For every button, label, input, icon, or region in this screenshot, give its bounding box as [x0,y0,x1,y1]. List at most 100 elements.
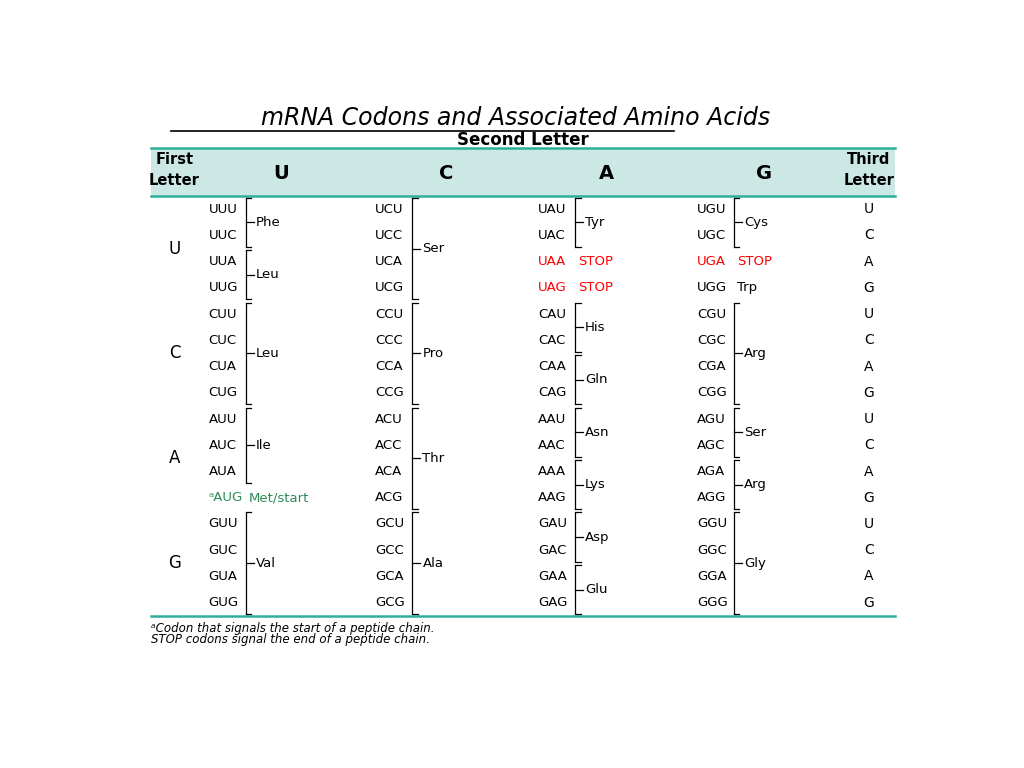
Text: A: A [864,255,873,269]
Text: CAU: CAU [538,308,566,320]
Text: STOP codons signal the end of a peptide chain.: STOP codons signal the end of a peptide … [152,633,430,646]
Text: G: G [863,281,874,295]
Text: UGA: UGA [697,255,726,268]
Text: AAC: AAC [538,439,565,452]
Text: C: C [864,439,873,452]
Text: CUU: CUU [209,308,238,320]
Text: U: U [273,164,289,183]
Text: ACA: ACA [375,465,402,478]
Text: Second Letter: Second Letter [458,131,589,149]
Text: UCU: UCU [375,203,403,216]
Text: CCU: CCU [375,308,403,320]
Text: GUC: GUC [209,544,238,557]
Text: ᵃCodon that signals the start of a peptide chain.: ᵃCodon that signals the start of a pepti… [152,621,435,634]
Text: CAA: CAA [538,360,566,373]
Text: AAA: AAA [538,465,566,478]
Text: UAG: UAG [538,281,566,294]
Text: UAA: UAA [538,255,566,268]
Text: CGA: CGA [697,360,725,373]
Text: Lys: Lys [586,478,606,491]
Text: Gly: Gly [744,557,766,570]
Text: U: U [864,412,873,426]
Text: CUC: CUC [209,334,237,347]
Text: AAG: AAG [538,492,566,505]
Text: UGC: UGC [697,229,726,242]
Text: CGU: CGU [697,308,726,320]
Text: Third: Third [847,152,891,167]
Text: GUG: GUG [209,596,239,609]
Text: A: A [864,465,873,478]
Text: CCC: CCC [375,334,403,347]
Text: A: A [169,449,180,468]
Text: AGC: AGC [697,439,725,452]
Text: Phe: Phe [256,216,281,229]
Text: UGU: UGU [697,203,726,216]
Text: UUU: UUU [209,203,238,216]
Text: Ser: Ser [744,425,766,439]
Text: AGA: AGA [697,465,725,478]
Text: CUG: CUG [209,386,238,399]
Text: AUU: AUU [209,412,237,425]
Text: STOP: STOP [579,281,613,294]
Text: A: A [599,164,614,183]
Text: ACU: ACU [375,412,403,425]
Text: CAC: CAC [538,334,565,347]
Text: UUA: UUA [209,255,237,268]
Text: GGG: GGG [697,596,728,609]
Text: C: C [864,543,873,558]
Text: GGU: GGU [697,518,727,531]
Text: AUA: AUA [209,465,237,478]
Text: UAU: UAU [538,203,566,216]
Text: Cys: Cys [744,216,768,229]
Text: GCC: GCC [375,544,404,557]
Text: G: G [863,491,874,505]
Text: STOP: STOP [579,255,613,268]
Text: UUC: UUC [209,229,238,242]
Text: AAU: AAU [538,412,566,425]
Text: Glu: Glu [586,583,608,596]
Text: CCG: CCG [375,386,404,399]
Text: Ala: Ala [423,557,443,570]
Text: GAU: GAU [538,518,567,531]
Text: GCA: GCA [375,570,403,583]
Text: UCC: UCC [375,229,403,242]
Text: G: G [168,554,181,572]
Text: GAC: GAC [538,544,566,557]
Text: Letter: Letter [150,174,200,188]
Text: GAG: GAG [538,596,567,609]
FancyBboxPatch shape [152,148,895,196]
Text: C: C [864,333,873,347]
Text: Arg: Arg [744,347,767,360]
Text: Tyr: Tyr [586,216,604,229]
Text: CGG: CGG [697,386,727,399]
Text: Val: Val [256,557,275,570]
Text: ACC: ACC [375,439,402,452]
Text: ᵃAUG: ᵃAUG [209,492,243,505]
Text: AGU: AGU [697,412,726,425]
Text: AGG: AGG [697,492,726,505]
Text: Asn: Asn [586,425,609,439]
Text: Ile: Ile [256,439,271,452]
Text: G: G [863,386,874,400]
Text: Leu: Leu [256,347,280,360]
Text: C: C [169,345,180,362]
Text: STOP: STOP [737,255,772,268]
Text: GUA: GUA [209,570,238,583]
Text: UUG: UUG [209,281,239,294]
Text: Trp: Trp [737,281,758,294]
Text: Arg: Arg [744,478,767,491]
Text: C: C [438,164,453,183]
Text: Asp: Asp [586,531,609,544]
Text: CUA: CUA [209,360,237,373]
Text: UGG: UGG [697,281,727,294]
Text: GUU: GUU [209,518,239,531]
Text: CAG: CAG [538,386,566,399]
Text: A: A [864,359,873,373]
Text: U: U [168,240,180,257]
Text: UAC: UAC [538,229,565,242]
Text: Met/start: Met/start [249,492,309,505]
Text: CCA: CCA [375,360,402,373]
Text: Pro: Pro [423,347,443,360]
Text: Ser: Ser [423,242,444,255]
Text: U: U [864,202,873,217]
